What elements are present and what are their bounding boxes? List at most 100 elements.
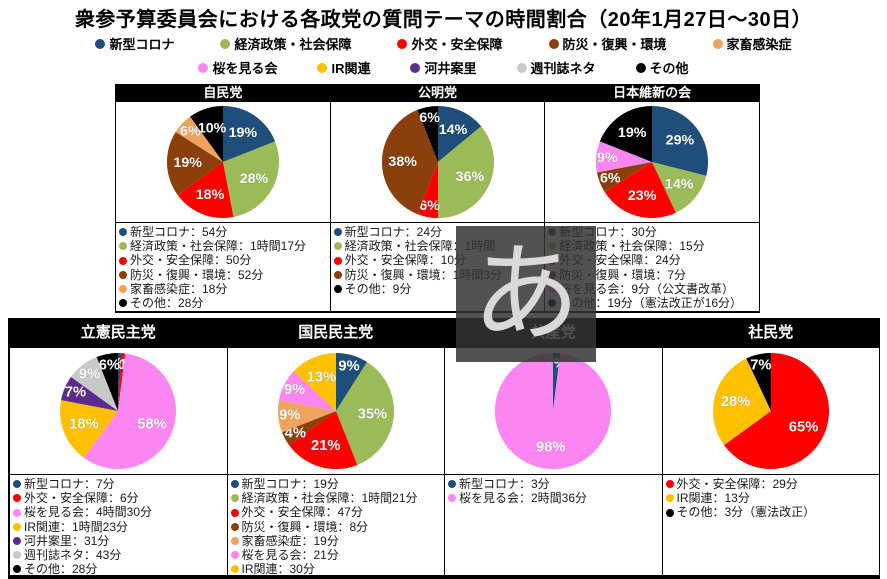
pie-box: 1%1%58%18%7%9%6% — [10, 348, 227, 474]
category-bullet-icon — [13, 536, 21, 545]
top-party-row: 自民党 19% 28% 18% 19% 6% 10% 新型コロナ：54分 経済政策・社会保障：1… — [115, 84, 761, 313]
stat-text: 新型コロナ：24分 — [344, 225, 443, 239]
party-column: 社民党 65% 28% 7% 外交・安全保障：29分 IR関連：13分 その他：3分（憲法改… — [661, 318, 880, 575]
category-bullet-icon — [665, 480, 674, 489]
category-bullet-icon — [333, 242, 342, 251]
pie-slice-economy — [222, 141, 279, 218]
stat-item: 桜を見る会：2時間36分 — [448, 491, 659, 505]
stat-item: 外交・安全保障：29分 — [665, 477, 877, 491]
bottom-party-row: 立憲民主党1%1%58%18%7%9%6%新型コロナ：7分外交・安全保障：6分桜… — [8, 318, 880, 579]
stat-item: その他：3分（憲法改正） — [665, 505, 877, 519]
pie-slice-diplomacy — [604, 162, 677, 219]
pie-slice-corona — [437, 105, 481, 162]
stat-text: 家畜感染症：19分 — [241, 533, 339, 548]
pie-slice-corona — [335, 352, 367, 411]
party-header: 日本維新の会 — [545, 84, 760, 102]
stat-text: 新型コロナ：54分 — [130, 225, 228, 239]
legend-swatch-icon — [397, 38, 408, 49]
pie-box: 19% 28% 18% 19% 6% 10% — [116, 102, 330, 222]
category-bullet-icon — [665, 508, 674, 517]
stat-list: 新型コロナ：19分 経済政策・社会保障：1時間21分 外交・安全保障：47分 防災・復… — [227, 474, 444, 576]
stat-list: 新型コロナ：3分 桜を見る会：2時間36分 — [445, 474, 662, 575]
stat-item: 桜を見る会：21分 — [230, 548, 442, 562]
pie-percent-label: 21% — [311, 438, 341, 454]
legend-swatch-icon — [712, 38, 723, 49]
legend-swatch-icon — [220, 38, 231, 49]
pie-percent-label: 38% — [388, 154, 417, 170]
legend-item-tabloid: 週刊誌ネタ — [516, 58, 596, 77]
pie-slice-livestock — [277, 400, 336, 433]
ime-candidate-overlay: あ — [456, 226, 596, 362]
pie-percent-label: 29% — [666, 132, 695, 148]
pie-slice-ir — [60, 400, 119, 458]
pie-slice-economy — [437, 126, 494, 219]
pie-chart: 14% 36% 6% 38% 6% — [381, 105, 494, 219]
party-header: 自民党 — [116, 84, 330, 102]
legend-item-corona: 新型コロナ — [95, 34, 174, 53]
pie-slice-diplomacy — [723, 352, 829, 470]
legend-label: 新型コロナ — [109, 37, 175, 52]
stat-text: IR関連：13分 — [676, 491, 750, 506]
pie-slice-disaster — [597, 162, 653, 193]
legend-item-sakura: 桜を見る会 — [198, 58, 277, 77]
legend-swatch-icon — [317, 62, 328, 73]
pie-percent-label: 19% — [618, 125, 647, 141]
legend-item-ir: IR関連 — [317, 58, 370, 77]
stat-item: 新型コロナ：7分 — [13, 477, 224, 491]
stat-item: IR関連：13分 — [665, 491, 877, 506]
category-bullet-icon — [230, 551, 239, 560]
pie-percent-label: 7% — [65, 385, 86, 401]
stat-text: その他：28分 — [130, 296, 204, 311]
legend-label: 桜を見る会 — [212, 61, 278, 76]
pie-percent-label: 6% — [419, 198, 440, 214]
category-bullet-icon — [333, 256, 342, 265]
pie-percent-label: 6% — [419, 110, 440, 126]
stat-item: 経済政策・社会保障：1時間21分 — [230, 491, 442, 505]
pie-slice-sakura — [596, 141, 653, 173]
stat-text: その他：9分 — [344, 281, 412, 296]
pie-slice-other — [746, 352, 771, 411]
pie-percent-label: 23% — [628, 188, 657, 204]
pie-slice-diplomacy — [177, 162, 234, 219]
category-bullet-icon — [13, 522, 21, 531]
pie-box: 14% 36% 6% 38% 6% — [330, 102, 545, 222]
stat-item: 新型コロナ：54分 — [119, 225, 327, 239]
pie-percent-label: 14% — [438, 122, 467, 138]
pie-percent-label: 65% — [789, 420, 819, 436]
pie-slice-corona — [652, 105, 709, 176]
category-bullet-icon — [13, 565, 21, 574]
stat-item: 新型コロナ：3分 — [448, 477, 659, 491]
legend-label: IR関連 — [331, 61, 371, 76]
stat-item: その他：28分 — [119, 296, 327, 310]
stat-item: 新型コロナ：19分 — [230, 477, 442, 491]
party-header: 国民民主党 — [227, 318, 444, 348]
stat-text: 外交・安全保障：29分 — [676, 477, 798, 491]
stat-text: 桜を見る会：2時間36分 — [459, 491, 588, 506]
legend-item-livestock: 家畜感染症 — [712, 34, 792, 53]
legend-swatch-icon — [516, 62, 527, 73]
category-bullet-icon — [230, 480, 239, 489]
stat-item: 河井案里：31分 — [13, 534, 224, 548]
stat-item: IR関連：1時間23分 — [13, 520, 224, 534]
stat-text: その他：19分（憲法改正が16分） — [559, 296, 743, 311]
stat-text: 外交・安全保障：47分 — [241, 505, 363, 520]
pie-percent-label: 9% — [79, 366, 100, 382]
stat-item: 外交・安全保障：10分 — [333, 253, 542, 267]
stat-text: 新型コロナ：19分 — [241, 477, 339, 491]
pie-percent-label: 28% — [240, 171, 269, 187]
stat-item: 外交・安全保障：50分 — [119, 253, 327, 267]
stat-item: その他：28分 — [13, 562, 224, 576]
legend-swatch-icon — [635, 62, 646, 73]
category-bullet-icon — [13, 508, 21, 517]
legend-swatch-icon — [95, 38, 106, 49]
stat-text: 新型コロナ：7分 — [24, 477, 115, 491]
pie-percent-label: 6% — [99, 357, 120, 373]
stat-item: 外交・安全保障：6分 — [13, 491, 224, 505]
legend-item-diplomacy: 外交・安全保障 — [397, 34, 503, 53]
stat-list: 新型コロナ：7分 外交・安全保障：6分 桜を見る会：4時間30分 IR関連：1時間23… — [10, 474, 227, 576]
pie-slice-corona — [118, 352, 122, 411]
party-column: 国民民主党 9% 35% 21% 4% 9% 9% 13% 新型コロナ：19分 経済政策・社会保障… — [226, 318, 444, 576]
pie-slice-diplomacy — [416, 162, 438, 219]
category-bullet-icon — [119, 284, 127, 293]
stat-text: IR関連：1時間23分 — [24, 519, 129, 534]
